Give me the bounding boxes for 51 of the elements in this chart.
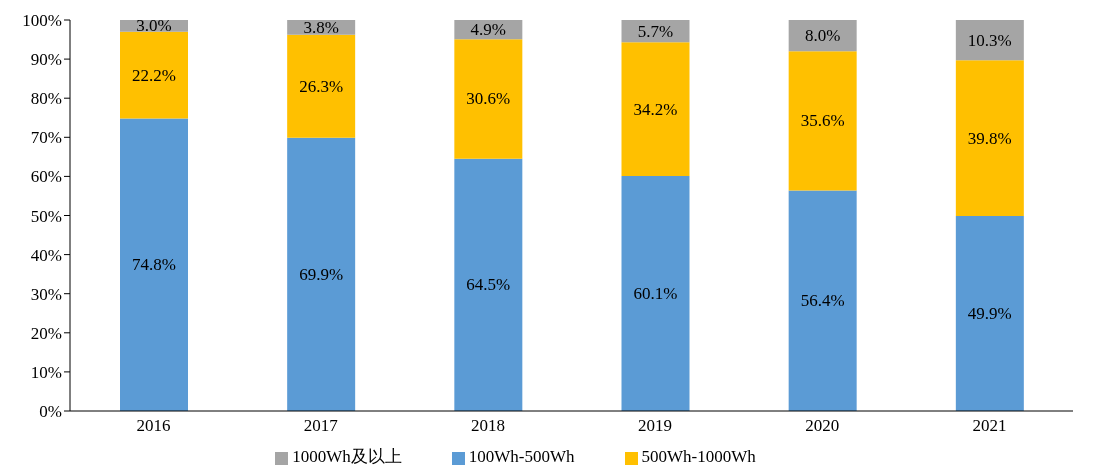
y-tick-label: 80%	[30, 89, 62, 109]
data-label: 60.1%	[633, 284, 678, 303]
y-tick-label: 100%	[22, 11, 62, 31]
bar	[287, 34, 356, 138]
bar	[454, 158, 523, 411]
bar	[955, 215, 1024, 411]
bar	[955, 60, 1024, 216]
bar	[788, 190, 857, 411]
y-tick-label: 20%	[30, 323, 62, 343]
y-tick-label: 40%	[30, 245, 62, 265]
data-label: 4.9%	[470, 20, 507, 40]
bar	[955, 20, 1024, 61]
bar	[120, 31, 188, 119]
data-label: 74.8%	[132, 255, 176, 275]
x-tick-label: 2016	[136, 416, 171, 436]
bar	[287, 137, 356, 411]
data-label: 49.9%	[967, 303, 1012, 323]
data-label: 3.8%	[303, 17, 339, 37]
legend-label: 100Wh-500Wh	[468, 447, 575, 466]
data-label: 69.9%	[299, 264, 344, 284]
data-label: 10.3%	[967, 30, 1012, 50]
data-label: 30.6%	[466, 89, 511, 109]
x-tick-label: 2018	[470, 416, 505, 436]
y-tick-label: 90%	[30, 50, 62, 70]
data-label: 64.5%	[466, 275, 511, 295]
x-tick-label: 2019	[638, 416, 673, 436]
bar	[788, 51, 857, 191]
legend-label: 1000Wh及以上	[292, 447, 402, 466]
y-tick-label: 30%	[30, 284, 62, 304]
bar	[621, 176, 690, 411]
legend-label: 500Wh-1000Wh	[641, 447, 756, 466]
data-label: 56.4%	[800, 291, 845, 311]
data-label: 35.6%	[800, 111, 845, 131]
y-tick-label: 50%	[30, 206, 62, 226]
data-label: 22.2%	[132, 65, 176, 85]
x-tick-label: 2021	[972, 416, 1007, 436]
data-label: 34.2%	[633, 99, 678, 119]
y-tick-label: 60%	[30, 167, 62, 187]
data-label: 8.0%	[804, 26, 841, 46]
bar	[120, 118, 188, 411]
y-tick-label: 10%	[30, 362, 62, 382]
data-label: 5.7%	[637, 21, 674, 41]
x-tick-label: 2020	[805, 416, 840, 436]
y-tick-label: 70%	[30, 128, 62, 148]
y-tick-label: 0%	[39, 402, 62, 422]
bar	[454, 39, 523, 159]
bar	[621, 42, 690, 177]
x-tick-label: 2017	[303, 416, 339, 436]
data-label: 3.0%	[136, 16, 172, 36]
data-label: 39.8%	[967, 128, 1012, 148]
data-label: 26.3%	[299, 76, 344, 96]
